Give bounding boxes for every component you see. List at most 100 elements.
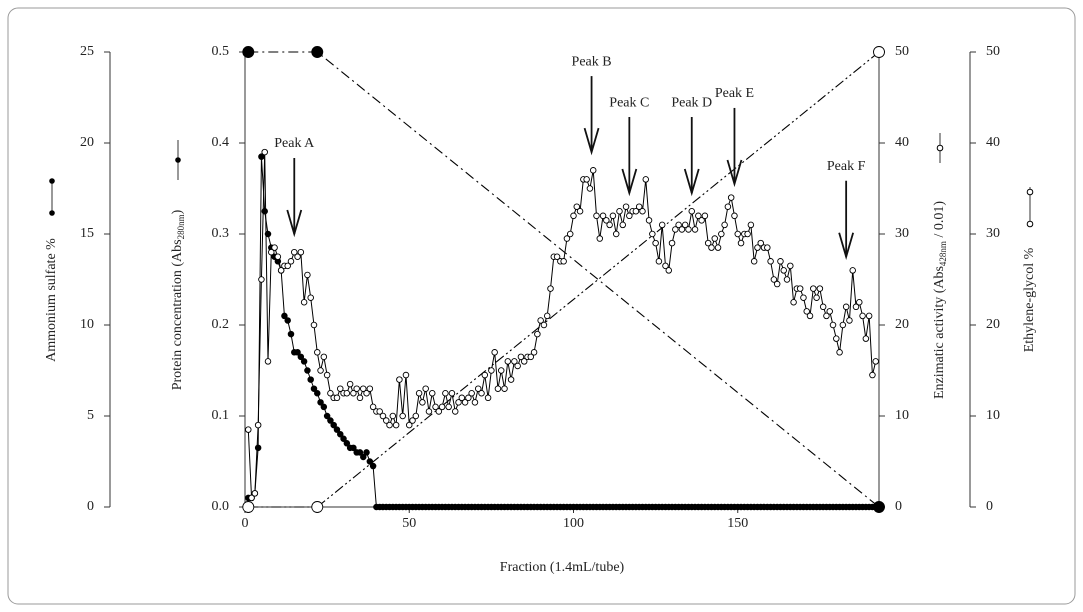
annotation-label: Peak E [715,86,754,101]
data-point [813,294,820,301]
annotation-label: Peak C [609,95,649,110]
y3-axis-title: Ammonium sulfate % [44,238,59,362]
data-point [294,349,301,356]
data-point [573,203,581,210]
data-point [428,390,436,397]
y2-tick-label: 50 [895,44,909,59]
data-point [458,394,466,402]
data-point [856,299,863,306]
data-point [432,403,439,411]
data-point [281,312,288,320]
data-point [711,235,719,242]
data-point [764,244,771,251]
data-point [816,285,824,292]
data-point [340,435,347,443]
data-point [392,421,400,429]
y3-tick-label: 15 [80,226,94,241]
data-point [254,421,262,429]
data-point [655,258,663,265]
data-point [714,244,722,251]
data-point [376,408,383,415]
y-axis-title: Protein concentration (Abs280nm) [170,209,186,390]
data-point [327,390,334,397]
data-point [310,385,318,392]
icon-dot [49,210,55,216]
data-point [442,390,449,397]
data-point [511,358,518,365]
data-point [422,385,429,392]
data-point [356,449,364,456]
data-point [399,412,406,420]
data-point [576,207,584,215]
x-axis-title: Fraction (1.4mL/tube) [500,560,625,575]
data-point [461,399,469,406]
data-point [360,385,367,392]
data-point [586,185,594,192]
data-point [337,430,344,438]
icon-dot [936,144,944,152]
data-point [796,285,804,292]
data-point [363,449,370,456]
data-point [727,194,735,201]
data-point [819,303,827,311]
y2-tick-label: 0 [895,499,902,514]
data-point [744,230,751,238]
y-title-end: ) [170,209,185,214]
data-point [619,221,627,229]
data-point [274,253,282,260]
y-tick-label: 0.4 [212,135,230,150]
data-point [698,217,705,224]
data-point [806,312,814,320]
data-point [307,294,314,301]
data-point [612,230,620,238]
data-point [481,371,489,379]
y3-tick-label: 25 [80,44,94,59]
annotation-label: Peak B [572,54,612,69]
data-point [383,417,390,424]
arrow-head [683,168,700,197]
data-point [346,380,354,388]
data-point [708,244,715,251]
x-tick-label: 100 [563,516,584,531]
data-point [849,267,856,274]
data-point [678,226,686,233]
data-point [320,403,328,411]
data-point [307,376,314,383]
y-title-text: Protein concentration (Abs [170,239,185,390]
data-point [773,280,781,288]
y3-tick-label: 0 [87,499,94,514]
data-point [264,358,272,365]
data-point [553,253,561,260]
data-point [242,46,255,58]
data-point [254,444,262,452]
data-point [425,408,433,415]
data-point [242,501,255,513]
data-point [757,239,764,247]
data-point [323,412,331,420]
y-tick-label: 0.1 [212,408,230,423]
data-point [688,207,696,215]
data-point [353,385,360,392]
data-point [691,226,699,233]
data-point [501,385,508,392]
data-point [448,390,456,397]
icon-dot [49,178,55,184]
data-point [471,399,479,406]
data-point [287,330,295,338]
data-point [543,312,551,320]
data-point [833,335,840,342]
data-point [310,321,318,329]
data-point [386,421,393,429]
data-point [721,221,728,229]
data-point [304,271,311,279]
data-point [839,321,847,329]
data-point [754,244,761,251]
data-point [514,362,521,370]
icon-dot [1026,188,1034,196]
data-point [530,349,538,356]
data-point [311,501,324,513]
data-point [652,239,659,247]
data-point [261,148,268,156]
data-point [333,394,341,402]
y-tick-label: 0.2 [212,317,230,332]
